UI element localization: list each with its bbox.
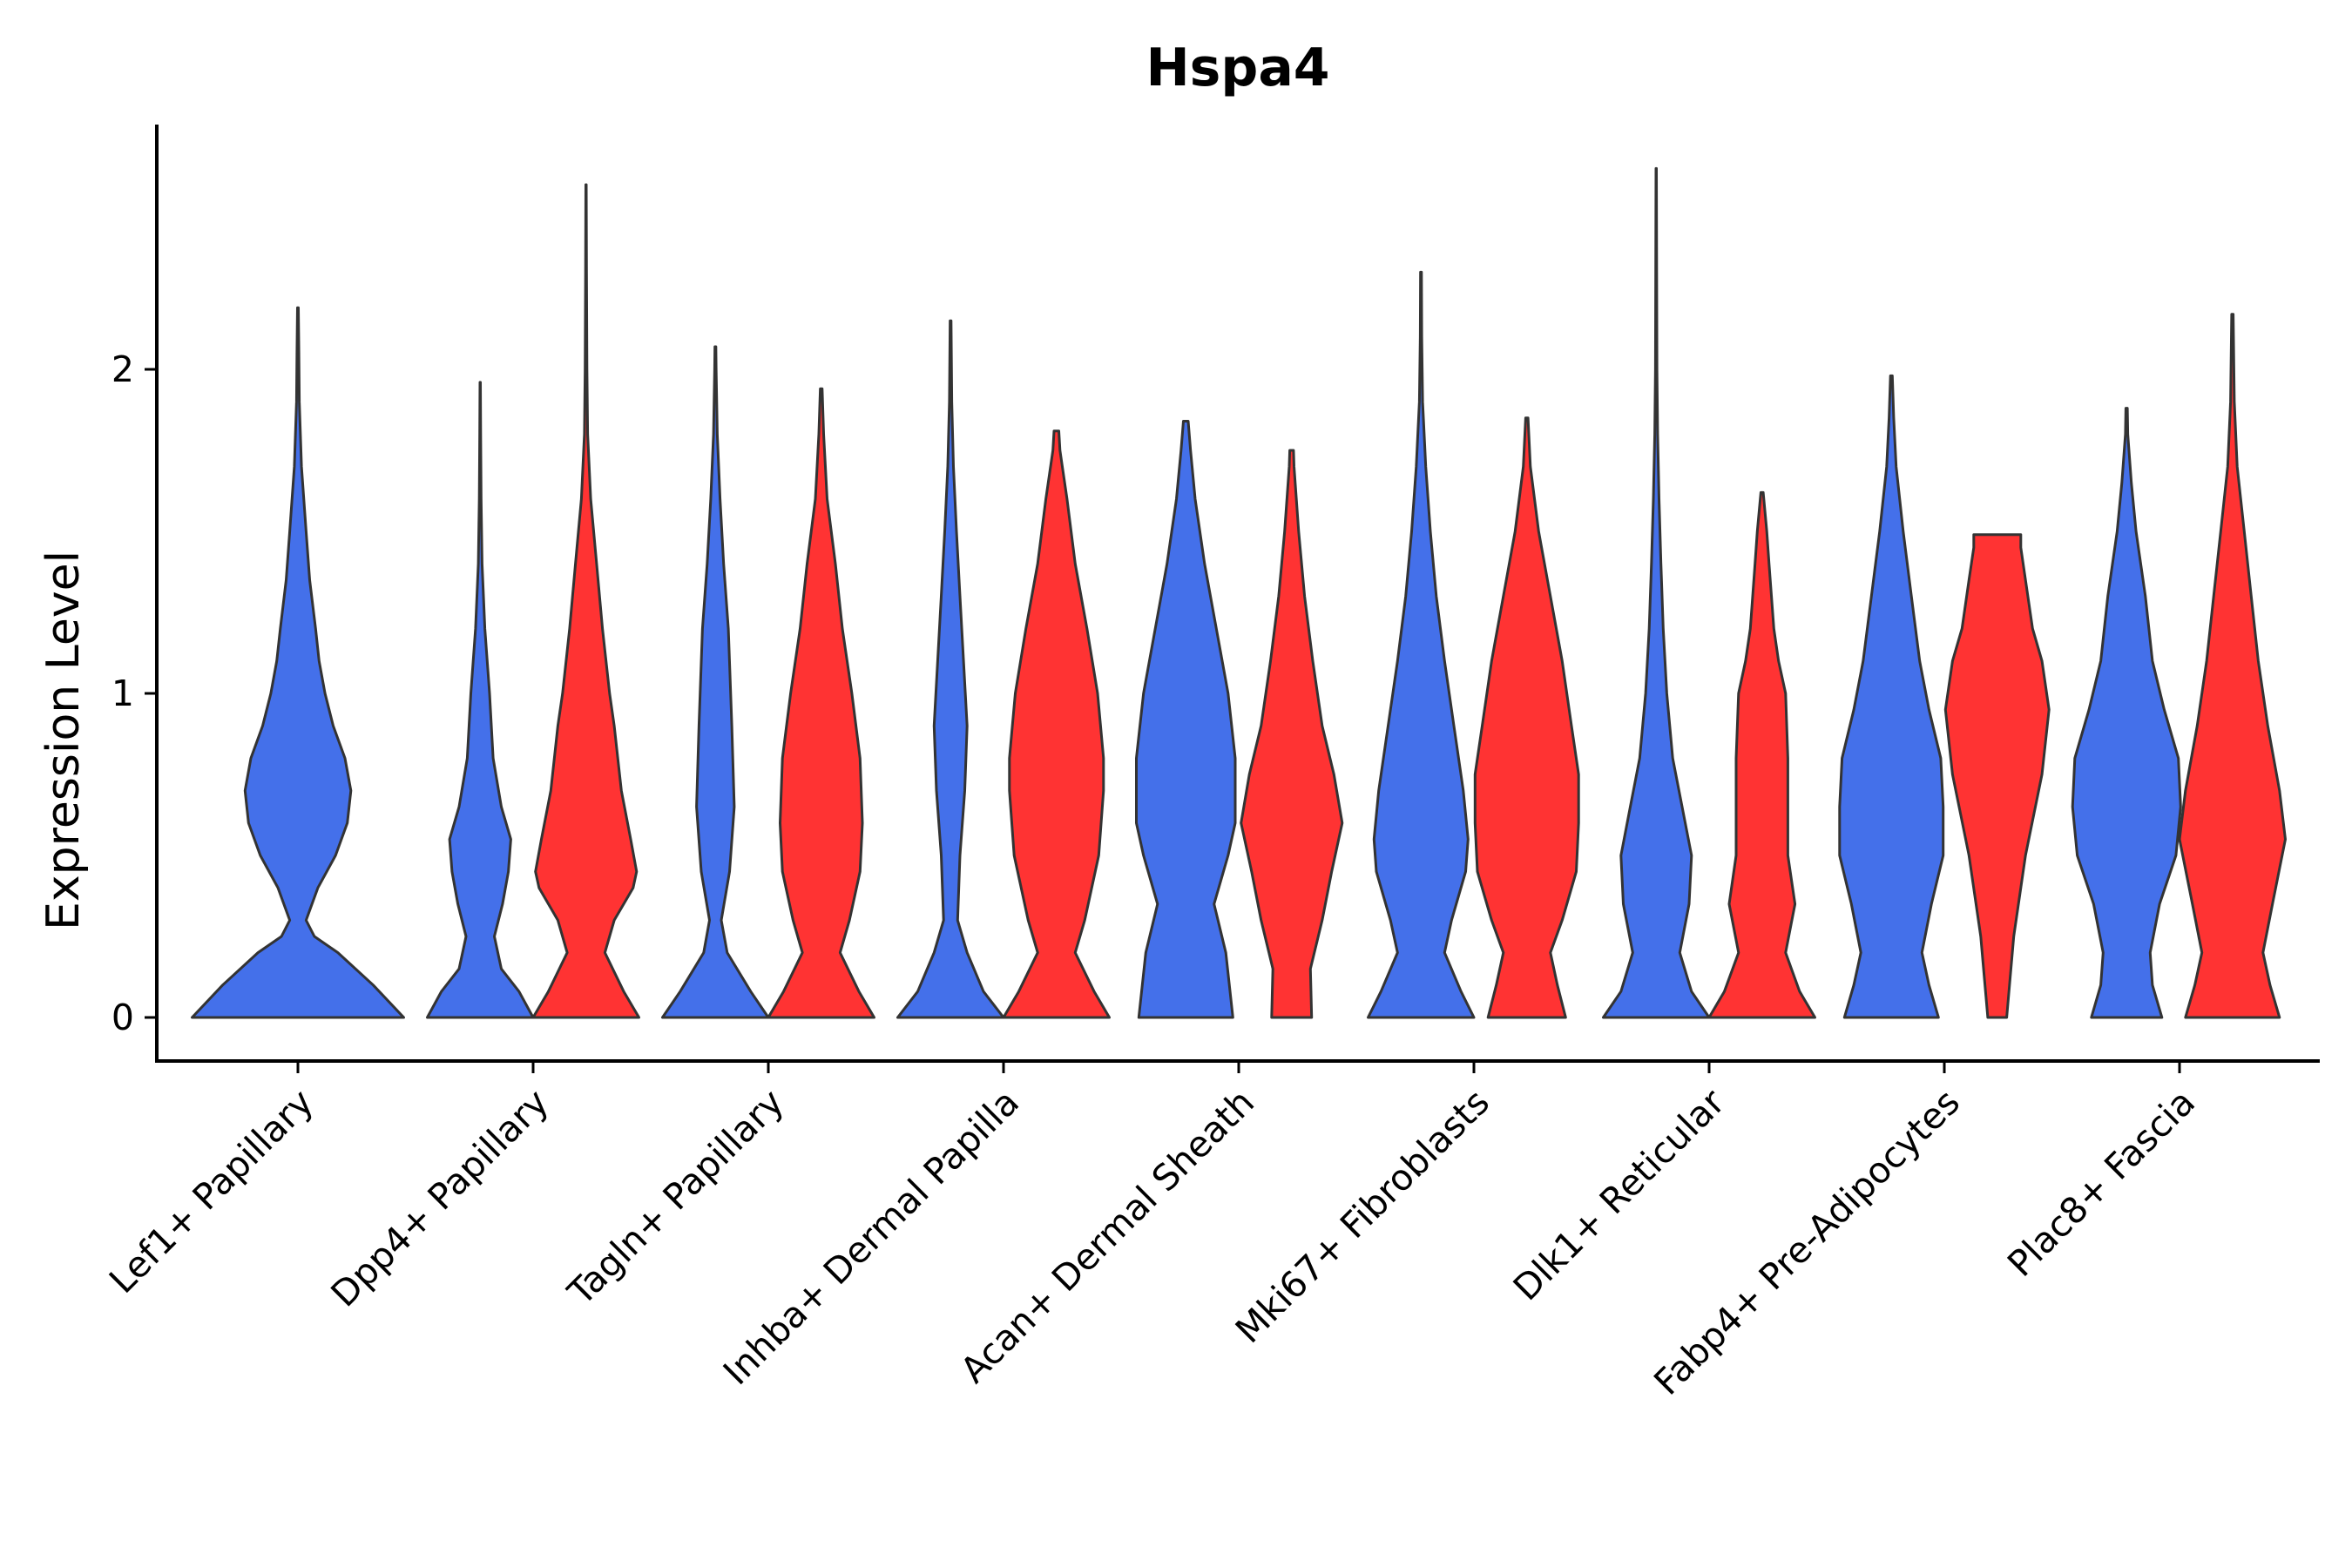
violin-group2-dpp4-papillary — [531, 183, 640, 1019]
violin-group2-plac8-fascia — [2178, 313, 2287, 1019]
violin-group1-fabp4-pre-adipocytes — [1838, 374, 1945, 1019]
violin-group2-mki67-fibroblasts — [1473, 416, 1580, 1019]
x-tick-label-dlk1-reticular: Dlk1+ Reticular — [1505, 1081, 1733, 1308]
violin-group1-dpp4-papillary — [426, 381, 535, 1019]
y-axis-label: Expression Level — [37, 551, 90, 930]
violin-group2-acan-dermal-sheath — [1240, 449, 1344, 1019]
y-tick-label-0: 0 — [112, 997, 134, 1038]
violin-group1-tagln-papillary — [661, 345, 770, 1019]
y-tick-label-2: 2 — [112, 348, 134, 390]
violin-group2-fabp4-pre-adipocytes — [1943, 533, 2051, 1019]
x-tick-label-mki67-fibroblasts: Mki67+ Fibroblasts — [1227, 1081, 1497, 1351]
violin-layer — [191, 166, 2287, 1019]
y-tick-label-1: 1 — [112, 672, 134, 714]
x-axis-ticks: Lef1+ Papillary Dpp4+ Papillary Tagln+ Pap… — [101, 1061, 2203, 1403]
violin-group1-mki67-fibroblasts — [1367, 270, 1476, 1019]
violin-group2-tagln-papillary — [767, 387, 875, 1019]
chart-title: Hspa4 — [1146, 37, 1329, 98]
x-tick-label-dpp4-papillary: Dpp4+ Papillary — [323, 1081, 557, 1315]
violin-group1-acan-dermal-sheath — [1135, 420, 1237, 1019]
y-axis-ticks: 0 1 2 — [112, 348, 157, 1038]
x-tick-label-tagln-papillary: Tagln+ Papillary — [559, 1081, 792, 1314]
violin-group2-dlk1-reticular — [1707, 490, 1816, 1019]
violin-group2-inhba-dermal-papilla — [1002, 429, 1111, 1019]
x-tick-label-plac8-fascia: Plac8+ Fascia — [1999, 1081, 2203, 1285]
violin-group1-inhba-dermal-papilla — [896, 319, 1005, 1019]
violin-group1-dlk1-reticular — [1602, 166, 1711, 1019]
violin-group1-lef1-papillary — [191, 306, 405, 1019]
x-tick-label-lef1-papillary: Lef1+ Papillary — [101, 1081, 321, 1301]
violin-group1-plac8-fascia — [2071, 407, 2182, 1019]
